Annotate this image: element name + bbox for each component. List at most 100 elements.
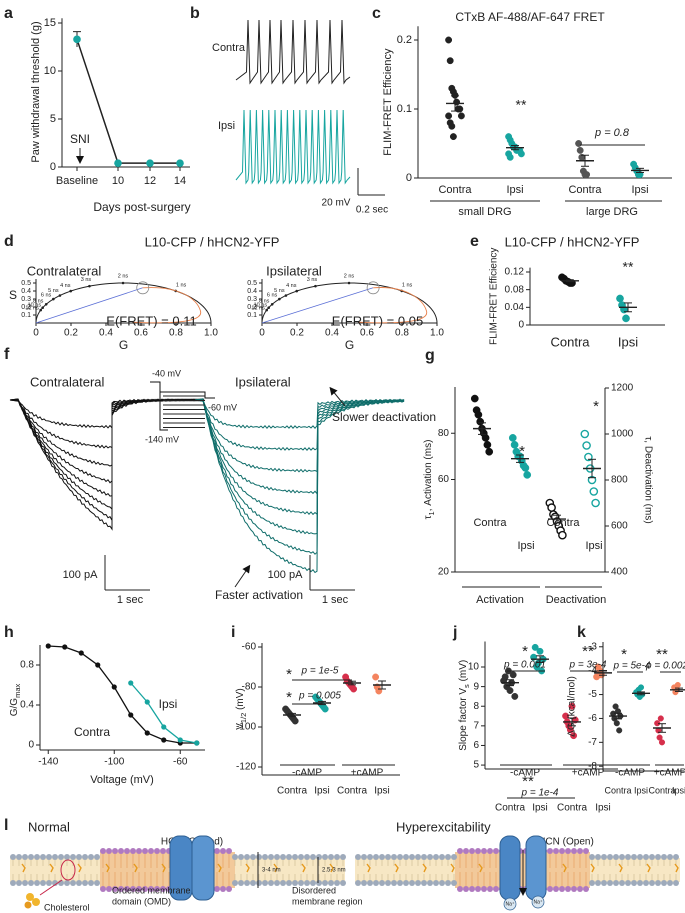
lipid-head <box>70 880 76 886</box>
panel-letter: a <box>4 5 13 22</box>
point <box>73 35 81 44</box>
lipid-head <box>415 854 421 860</box>
lipid-head <box>601 854 607 860</box>
point <box>506 687 514 694</box>
label-part: (mV) <box>458 660 469 684</box>
lipid-head <box>148 886 154 892</box>
lipid-head <box>28 880 34 886</box>
lifetime-label: 8 ns <box>33 298 44 304</box>
group-title: -cAMP <box>510 768 540 779</box>
cholesterol-mark <box>217 863 222 873</box>
group-label: Contra <box>550 334 590 349</box>
lipid-head <box>373 854 379 860</box>
lipid-head <box>385 854 391 860</box>
panel-letter: f <box>4 346 10 363</box>
group-label: Contra <box>546 517 580 529</box>
lipid-head <box>607 880 613 886</box>
cholesterol-mark <box>590 863 595 873</box>
y-tick-label: -60 <box>242 642 257 653</box>
line <box>76 39 180 164</box>
lipid-head <box>397 854 403 860</box>
lipid-head <box>214 886 220 892</box>
fret-trajectory <box>132 287 201 324</box>
point <box>616 727 623 734</box>
lipid-head <box>256 880 262 886</box>
label: Ipsilateral <box>235 374 291 389</box>
y-tick-label: -80 <box>242 682 257 693</box>
x-tick-label: -60 <box>173 757 188 768</box>
y-tick-label: 9 <box>473 681 479 692</box>
lipid-head <box>469 886 475 892</box>
lipid-head <box>547 848 553 854</box>
group-label: Ipsi <box>374 786 390 797</box>
lipid-head <box>391 880 397 886</box>
panel-letter: j <box>452 624 457 641</box>
ion <box>531 895 545 909</box>
label: ΔG (kcal/mol) <box>567 676 578 737</box>
group-title: +cAMP <box>572 768 605 779</box>
lifetime-dot <box>270 302 274 306</box>
label: domain (OMD) <box>112 896 171 906</box>
annotation: p = 0.8 <box>594 127 630 139</box>
lifetime-label: 12 ns <box>251 305 265 311</box>
label: Contra <box>212 42 246 54</box>
point <box>78 650 84 656</box>
y-tick-label: 6 <box>473 740 479 751</box>
trace <box>9 398 205 531</box>
lifetime-label: 12 ns <box>25 305 39 311</box>
lipid-head <box>403 880 409 886</box>
lipid-head <box>22 880 28 886</box>
lipid-head <box>475 848 481 854</box>
lifetime-dot <box>69 289 73 293</box>
axis-label: τ1, Activation (ms) <box>423 440 437 520</box>
lipid-head <box>82 854 88 860</box>
label-part: 1 <box>427 511 436 515</box>
point <box>470 394 479 403</box>
point <box>95 662 101 668</box>
y-tick-label: 80 <box>438 428 450 439</box>
label: Disordered <box>292 885 336 895</box>
lifetime-label: 3 ns <box>81 277 92 283</box>
y-tick-label: 0.5 <box>21 280 31 287</box>
cholesterol-mark <box>366 863 371 873</box>
axis-label: G <box>345 338 354 352</box>
lifetime-label: 6 ns <box>267 292 278 298</box>
x-tick-label: -100 <box>104 757 124 768</box>
point <box>128 680 134 686</box>
group-label: Ipsi <box>532 803 548 814</box>
lipid-head <box>553 848 559 854</box>
y-tick-label: 0.3 <box>21 296 31 303</box>
axis-label: V1/2 (mV) <box>235 688 249 730</box>
label-part: 1/2 <box>239 713 248 723</box>
point <box>558 530 567 540</box>
cholesterol-mark <box>450 863 455 873</box>
point <box>531 643 539 651</box>
y-tick-label: 15 <box>44 17 56 29</box>
group-label: Contra <box>337 786 367 797</box>
trace <box>9 398 205 511</box>
lipid-head <box>463 886 469 892</box>
group-title: -cAMP <box>292 768 322 779</box>
lipid-head <box>643 854 649 860</box>
label: Paw withdrawal threshold (g) <box>30 21 42 162</box>
channel <box>191 835 215 901</box>
lipid-head <box>106 848 112 854</box>
x-tick-label: 0 <box>259 328 265 339</box>
lipid-head <box>595 854 601 860</box>
ion <box>503 897 517 911</box>
point <box>547 503 556 512</box>
point <box>576 146 584 154</box>
lipid-head <box>328 880 334 886</box>
fit-line <box>48 645 197 744</box>
point <box>622 314 630 323</box>
group-label: Ipsi <box>672 785 685 795</box>
lipid-head <box>220 848 226 854</box>
lipid-head <box>655 854 661 860</box>
lipid-head <box>409 854 415 860</box>
lipid-head <box>649 854 655 860</box>
lipid-head <box>361 880 367 886</box>
point <box>445 36 453 44</box>
lifetime-dot <box>52 297 55 301</box>
lipid-head <box>46 880 52 886</box>
annotation: p = 0.005 <box>298 691 341 702</box>
